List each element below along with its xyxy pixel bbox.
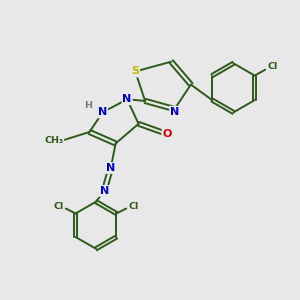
Text: O: O — [163, 129, 172, 139]
Text: Cl: Cl — [53, 202, 64, 211]
Text: N: N — [100, 186, 109, 196]
Text: Cl: Cl — [128, 202, 139, 211]
Text: N: N — [170, 107, 179, 117]
Text: S: S — [131, 67, 139, 76]
Text: H: H — [84, 101, 92, 110]
Text: N: N — [98, 107, 107, 117]
Text: Cl: Cl — [268, 62, 278, 71]
Text: N: N — [106, 163, 116, 173]
Text: CH₃: CH₃ — [45, 136, 64, 145]
Text: N: N — [122, 94, 132, 104]
